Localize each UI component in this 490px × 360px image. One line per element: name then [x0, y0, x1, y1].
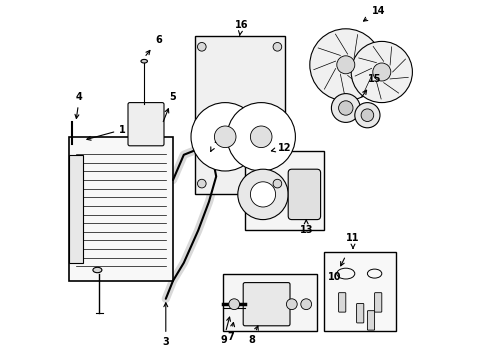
Text: 13: 13: [299, 220, 313, 235]
Text: 2: 2: [211, 135, 220, 151]
Text: 14: 14: [364, 6, 385, 21]
FancyBboxPatch shape: [128, 103, 164, 146]
Circle shape: [191, 103, 259, 171]
Bar: [223, 274, 317, 331]
Text: 10: 10: [328, 258, 344, 282]
Ellipse shape: [141, 59, 147, 63]
Circle shape: [361, 109, 374, 122]
Circle shape: [227, 103, 295, 171]
Circle shape: [238, 169, 288, 220]
Text: 5: 5: [163, 92, 176, 122]
Circle shape: [229, 299, 240, 310]
Text: 9: 9: [220, 317, 230, 345]
Text: 1: 1: [87, 125, 126, 140]
Bar: [324, 252, 396, 331]
Circle shape: [273, 42, 282, 51]
FancyBboxPatch shape: [368, 311, 374, 330]
Text: 4: 4: [75, 92, 83, 118]
Circle shape: [337, 56, 355, 74]
FancyBboxPatch shape: [357, 303, 364, 323]
Text: 16: 16: [235, 20, 248, 36]
FancyBboxPatch shape: [288, 169, 320, 220]
Bar: [69, 155, 83, 263]
Text: 7: 7: [227, 323, 235, 342]
Circle shape: [197, 42, 206, 51]
Text: 15: 15: [362, 74, 381, 97]
Circle shape: [355, 103, 380, 128]
Ellipse shape: [93, 267, 102, 273]
FancyBboxPatch shape: [374, 293, 382, 312]
Circle shape: [273, 179, 282, 188]
Text: 3: 3: [162, 303, 169, 347]
Circle shape: [373, 63, 391, 81]
Circle shape: [197, 179, 206, 188]
Circle shape: [310, 29, 382, 101]
Circle shape: [331, 94, 360, 122]
Text: 8: 8: [249, 326, 258, 345]
Bar: [245, 151, 324, 230]
Circle shape: [215, 126, 236, 148]
FancyBboxPatch shape: [243, 283, 290, 326]
Circle shape: [286, 299, 297, 310]
Circle shape: [351, 41, 413, 103]
Circle shape: [250, 182, 275, 207]
Bar: [195, 36, 285, 194]
Bar: [69, 137, 173, 281]
Text: 12: 12: [271, 143, 292, 153]
Circle shape: [339, 101, 353, 115]
Circle shape: [250, 126, 272, 148]
FancyBboxPatch shape: [339, 293, 346, 312]
Text: 11: 11: [346, 233, 360, 248]
Text: 6: 6: [146, 35, 162, 55]
Circle shape: [301, 299, 312, 310]
